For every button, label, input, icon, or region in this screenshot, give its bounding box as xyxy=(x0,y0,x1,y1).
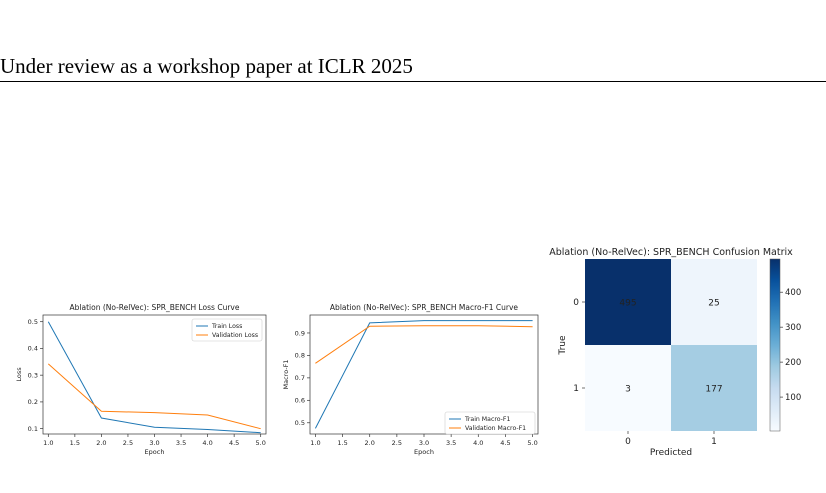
x-tick-label: 3.0 xyxy=(149,439,159,447)
y-tick-label: 0.6 xyxy=(295,397,305,405)
x-tick-label: 4.5 xyxy=(500,439,510,447)
y-tick-label: 0.7 xyxy=(295,374,305,382)
page-header: Under review as a workshop paper at ICLR… xyxy=(0,54,413,78)
matrix-cell xyxy=(671,259,757,345)
x-tick-label: 2.0 xyxy=(96,439,106,447)
legend-label: Validation Loss xyxy=(212,332,258,339)
chart-title: Ablation (No-RelVec): SPR_BENCH Macro-F1… xyxy=(330,303,519,312)
y-tick-label: 0.5 xyxy=(295,419,305,427)
x-tick-label: 5.0 xyxy=(256,439,266,447)
matrix-cell xyxy=(585,259,671,345)
legend-label: Validation Macro-F1 xyxy=(465,425,526,432)
x-tick-label: 4.0 xyxy=(473,439,483,447)
colorbar-tick-label: 100 xyxy=(785,393,801,403)
y-tick-label: 0.8 xyxy=(295,352,305,360)
x-tick-label: 0 xyxy=(625,437,631,447)
x-tick-label: 2.5 xyxy=(392,439,402,447)
x-tick-label: 1.5 xyxy=(70,439,80,447)
header-rule xyxy=(0,81,826,82)
legend-label: Train Loss xyxy=(211,323,242,330)
x-tick-label: 1.0 xyxy=(310,439,320,447)
colorbar-tick-label: 300 xyxy=(785,323,801,333)
matrix-cell xyxy=(671,345,757,431)
legend-box xyxy=(191,318,263,342)
x-tick-label: 2.5 xyxy=(123,439,133,447)
y-axis-label: True xyxy=(558,335,568,356)
cell-value: 3 xyxy=(625,385,631,395)
series-line-train xyxy=(47,321,261,434)
x-axis-label: Epoch xyxy=(414,448,434,456)
confusion-matrix-chart: Ablation (No-RelVec): SPR_BENCH Confusio… xyxy=(549,247,801,458)
colorbar-tick-label: 200 xyxy=(785,358,801,368)
x-tick-label: 1.0 xyxy=(43,439,53,447)
cell-value: 177 xyxy=(705,385,722,395)
cell-value: 25 xyxy=(708,299,719,309)
y-tick-label: 0.3 xyxy=(28,371,38,379)
chart-title: Ablation (No-RelVec): SPR_BENCH Confusio… xyxy=(549,247,793,258)
macro-f1-curve-chart: Ablation (No-RelVec): SPR_BENCH Macro-F1… xyxy=(282,303,539,456)
colorbar xyxy=(769,258,781,432)
y-tick-label: 0.9 xyxy=(295,329,305,337)
y-tick-label: 0.5 xyxy=(28,318,38,326)
x-tick-label: 2.0 xyxy=(365,439,375,447)
x-tick-label: 4.0 xyxy=(202,439,212,447)
series-line-validation xyxy=(47,363,261,430)
legend-box xyxy=(444,411,536,435)
y-tick-label: 0.1 xyxy=(28,425,38,433)
y-tick-label: 0 xyxy=(573,298,579,308)
series-line-train xyxy=(314,320,533,429)
x-tick-label: 3.0 xyxy=(419,439,429,447)
y-axis-label: Macro-F1 xyxy=(282,359,290,389)
loss-curve-chart: Ablation (No-RelVec): SPR_BENCH Loss Cur… xyxy=(15,303,267,456)
y-tick-label: 1 xyxy=(573,384,579,394)
x-tick-label: 5.0 xyxy=(527,439,537,447)
chart-title: Ablation (No-RelVec): SPR_BENCH Loss Cur… xyxy=(70,303,240,312)
y-axis-label: Loss xyxy=(15,367,23,382)
x-tick-label: 3.5 xyxy=(176,439,186,447)
y-tick-label: 0.4 xyxy=(28,345,38,353)
x-axis-label: Epoch xyxy=(145,448,165,456)
legend-label: Train Macro-F1 xyxy=(464,416,510,423)
x-tick-label: 4.5 xyxy=(229,439,239,447)
x-tick-label: 1.5 xyxy=(337,439,347,447)
x-tick-label: 3.5 xyxy=(446,439,456,447)
cell-value: 495 xyxy=(619,299,636,309)
x-tick-label: 1 xyxy=(711,437,717,447)
colorbar-tick-label: 400 xyxy=(785,288,801,298)
series-line-validation xyxy=(315,325,533,364)
matrix-cell xyxy=(585,345,671,431)
y-tick-label: 0.2 xyxy=(28,398,38,406)
x-axis-label: Predicted xyxy=(650,448,692,458)
